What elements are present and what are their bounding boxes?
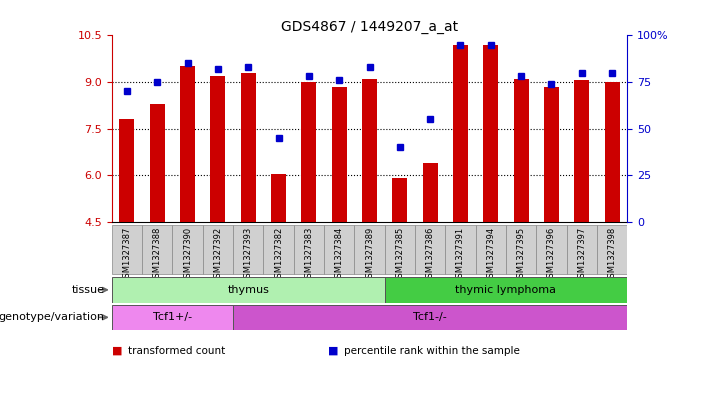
Bar bbox=[203, 225, 233, 274]
Bar bbox=[112, 277, 385, 303]
Text: GSM1327384: GSM1327384 bbox=[335, 226, 344, 283]
Bar bbox=[293, 225, 324, 274]
Text: GSM1327383: GSM1327383 bbox=[304, 226, 314, 283]
Bar bbox=[513, 79, 528, 222]
Text: GSM1327385: GSM1327385 bbox=[395, 226, 404, 283]
Text: GSM1327387: GSM1327387 bbox=[123, 226, 131, 283]
Bar bbox=[263, 225, 293, 274]
Text: tissue: tissue bbox=[71, 285, 105, 295]
Text: thymus: thymus bbox=[227, 285, 269, 295]
Bar bbox=[332, 87, 347, 222]
Text: GSM1327382: GSM1327382 bbox=[274, 226, 283, 283]
Bar bbox=[211, 76, 226, 222]
Bar bbox=[423, 163, 438, 222]
Text: GSM1327396: GSM1327396 bbox=[547, 226, 556, 283]
Text: GSM1327394: GSM1327394 bbox=[486, 226, 495, 283]
Bar bbox=[385, 277, 627, 303]
Text: GSM1327392: GSM1327392 bbox=[213, 226, 222, 283]
Bar bbox=[112, 225, 142, 274]
Bar bbox=[301, 82, 317, 222]
Bar bbox=[574, 81, 589, 222]
Bar bbox=[172, 225, 203, 274]
Text: GSM1327386: GSM1327386 bbox=[425, 226, 435, 283]
Text: GSM1327389: GSM1327389 bbox=[365, 226, 374, 283]
Bar bbox=[385, 225, 415, 274]
Bar bbox=[150, 104, 165, 222]
Bar bbox=[180, 66, 195, 222]
Text: GSM1327388: GSM1327388 bbox=[153, 226, 162, 283]
Bar bbox=[604, 82, 619, 222]
Bar bbox=[536, 225, 567, 274]
Bar bbox=[362, 79, 377, 222]
Bar bbox=[120, 119, 135, 222]
Text: GSM1327393: GSM1327393 bbox=[244, 226, 253, 283]
Text: GSM1327395: GSM1327395 bbox=[517, 226, 526, 283]
Text: GSM1327390: GSM1327390 bbox=[183, 226, 192, 283]
Bar bbox=[415, 225, 446, 274]
Bar bbox=[241, 73, 256, 222]
Bar bbox=[453, 45, 468, 222]
Bar bbox=[233, 305, 627, 330]
Bar bbox=[142, 225, 172, 274]
Text: thymic lymphoma: thymic lymphoma bbox=[456, 285, 557, 295]
Bar bbox=[271, 174, 286, 222]
Bar bbox=[112, 305, 233, 330]
Bar bbox=[597, 225, 627, 274]
Bar bbox=[506, 225, 536, 274]
Text: genotype/variation: genotype/variation bbox=[0, 312, 105, 322]
Bar bbox=[446, 225, 476, 274]
Text: ■: ■ bbox=[112, 346, 123, 356]
Text: percentile rank within the sample: percentile rank within the sample bbox=[344, 346, 520, 356]
Bar bbox=[567, 225, 597, 274]
Bar bbox=[544, 87, 559, 222]
Bar bbox=[392, 178, 407, 222]
Text: ■: ■ bbox=[328, 346, 339, 356]
Bar bbox=[476, 225, 506, 274]
Text: transformed count: transformed count bbox=[128, 346, 225, 356]
Text: GSM1327398: GSM1327398 bbox=[608, 226, 616, 283]
Title: GDS4867 / 1449207_a_at: GDS4867 / 1449207_a_at bbox=[281, 20, 458, 34]
Text: GSM1327391: GSM1327391 bbox=[456, 226, 465, 283]
Bar bbox=[354, 225, 385, 274]
Text: Tcf1+/-: Tcf1+/- bbox=[153, 312, 192, 322]
Text: Tcf1-/-: Tcf1-/- bbox=[413, 312, 447, 322]
Bar bbox=[483, 45, 498, 222]
Bar bbox=[233, 225, 263, 274]
Bar bbox=[324, 225, 354, 274]
Text: GSM1327397: GSM1327397 bbox=[578, 226, 586, 283]
